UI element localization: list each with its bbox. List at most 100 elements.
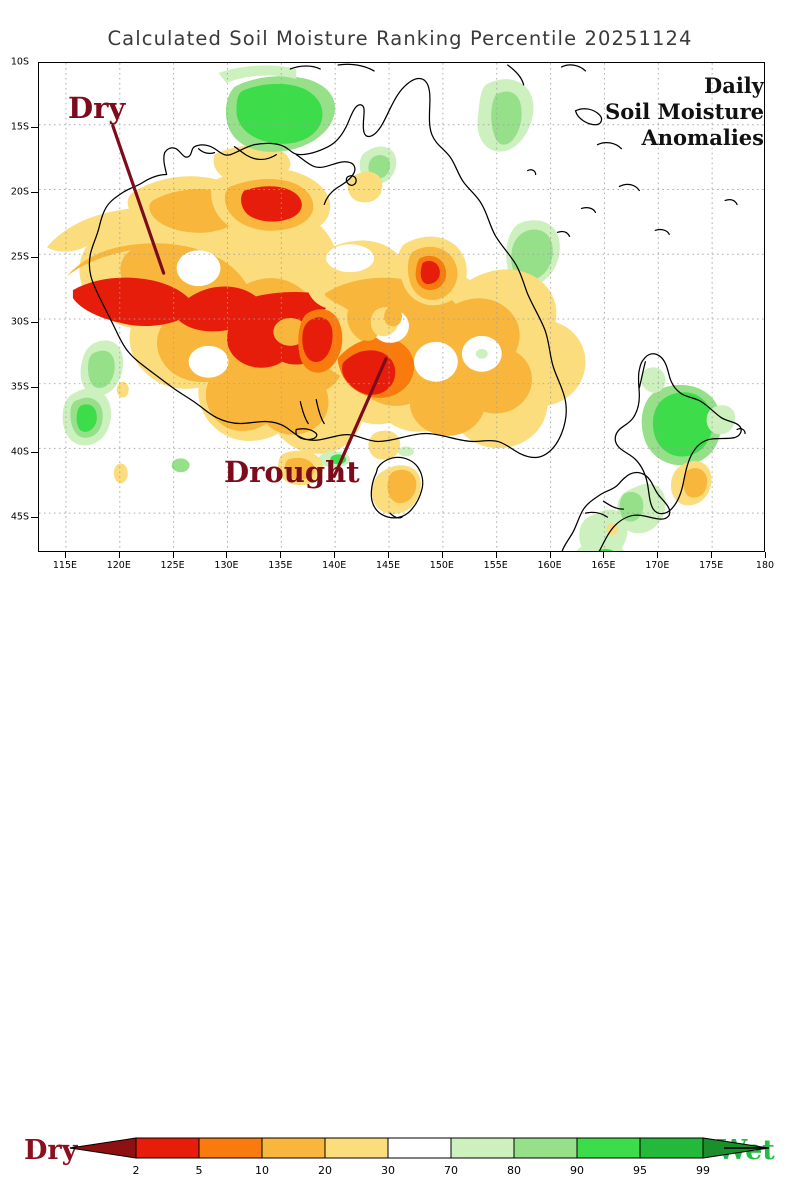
coastline-kimberley-inlet <box>197 148 216 155</box>
contour-sw-green-a-core <box>87 350 115 388</box>
y-tick-mark <box>31 387 38 388</box>
contour-se-red-strip <box>302 317 333 362</box>
colorbar-swatches <box>69 1137 770 1159</box>
x-tick-mark <box>711 552 713 558</box>
x-tick-mark <box>64 552 66 558</box>
coastline-arnhem <box>233 146 277 161</box>
x-tick-label: 155E <box>483 560 508 571</box>
contour-tas-mid <box>387 469 417 504</box>
coastline-nz-south-inner <box>584 511 609 518</box>
x-tick-mark <box>765 552 766 558</box>
coastline-island-a <box>345 175 357 186</box>
colorbar-tick-labels: 2 5 10 20 30 70 80 90 95 99 <box>0 1164 800 1180</box>
contour-wa-band-2-5 <box>72 277 325 368</box>
colorbar-tick-label: 95 <box>633 1164 647 1177</box>
x-tick-mark <box>603 552 605 558</box>
contour-nt-green-inner <box>236 83 323 144</box>
x-tick-label: 165E <box>591 560 616 571</box>
x-tick-label: 145E <box>375 560 401 571</box>
x-tick-label: 170E <box>645 560 670 571</box>
contour-nz-south-green-c-core <box>597 548 614 551</box>
leader-line-drought <box>332 357 388 478</box>
colorbar-tick-label: 30 <box>381 1164 395 1177</box>
x-tick-label: 130E <box>214 560 239 571</box>
coastline-kangaroo-island <box>295 428 318 441</box>
x-tick-label: 180 <box>755 560 775 571</box>
colorbar-segment <box>387 1137 452 1159</box>
x-tick-label: 140E <box>322 560 347 571</box>
x-tick-mark <box>388 552 390 558</box>
coastline-island-e <box>580 207 597 214</box>
corner-caption-line-2: Soil Moisture <box>605 99 764 124</box>
x-tick-label: 135E <box>268 560 293 571</box>
leader-line-dry <box>111 124 166 275</box>
contour-nt-red <box>241 186 302 222</box>
y-tick-mark <box>31 322 38 323</box>
contour-nz-east-orange <box>683 468 708 498</box>
coastlines <box>88 63 746 551</box>
x-tick-mark <box>226 552 228 558</box>
y-tick-label: 10S <box>10 56 29 68</box>
coastline-carpentaria <box>295 154 356 206</box>
y-tick-mark <box>31 127 38 128</box>
coastline-island-c <box>596 141 623 150</box>
colorbar-segment <box>261 1137 326 1159</box>
contour-qld-pocket-red <box>420 260 440 285</box>
corner-caption-line-1: Daily <box>704 73 764 98</box>
coastline-timor <box>289 65 321 70</box>
contour-cape-york-green-inner <box>491 91 522 145</box>
x-tick-mark <box>657 552 659 558</box>
coastline-png-east <box>507 64 525 86</box>
contour-fills <box>46 65 736 551</box>
colorbar-low-arrow <box>69 1137 137 1159</box>
map-plot-area <box>38 62 765 552</box>
annotation-leaders <box>111 124 388 478</box>
colorbar-segment <box>324 1137 389 1159</box>
contour-nz-south-green-c-outer <box>576 539 624 551</box>
annotation-drought: Drought <box>224 455 360 489</box>
colorbar-tick-label: 20 <box>318 1164 332 1177</box>
contour-nz-north-tip-green <box>640 367 666 393</box>
contour-east-hole-e <box>326 244 375 273</box>
coastline-nz-cook-strait <box>602 500 625 510</box>
coastline-nz-south-island <box>561 471 671 551</box>
colorbar-segment <box>513 1137 578 1159</box>
coastline-island-h <box>724 199 738 206</box>
contour-nz-north-green-core <box>652 392 713 457</box>
colorbar-tick-label: 70 <box>444 1164 458 1177</box>
coastline-island-g <box>556 230 571 237</box>
coastline-st-vincent-gulf <box>315 398 325 425</box>
coastline-png <box>337 63 375 72</box>
contour-east-hole-a <box>413 341 458 382</box>
x-tick-label: 150E <box>429 560 454 571</box>
coastline-island-f <box>654 228 670 235</box>
page-title: Calculated Soil Moisture Ranking Percent… <box>107 27 693 50</box>
contour-nz-south-green-core <box>619 491 644 522</box>
colorbar-segment <box>198 1137 263 1159</box>
map-canvas <box>39 63 764 551</box>
contour-nt-green-fringe <box>218 65 297 83</box>
coastline-new-caledonia <box>574 108 603 126</box>
contour-se-drought-red-core <box>342 350 396 395</box>
contour-nz-north-green-east <box>706 405 736 435</box>
y-tick-label: 45S <box>10 511 29 523</box>
x-tick-mark <box>495 552 497 558</box>
x-tick-mark <box>549 552 551 558</box>
contour-se-green-dot-a <box>398 446 414 457</box>
x-tick-mark <box>118 552 120 558</box>
x-tick-label: 125E <box>160 560 185 571</box>
coastline-nz-north-island <box>614 353 742 515</box>
contour-s-green-small <box>171 458 190 473</box>
contour-sw-small-yellow <box>116 381 129 398</box>
y-tick-mark <box>31 257 38 258</box>
contour-vic-yellow <box>368 430 401 460</box>
corner-caption: Daily Soil Moisture Anomalies <box>605 73 764 151</box>
colorbar-segment <box>639 1137 704 1159</box>
colorbar-tick-label: 99 <box>696 1164 710 1177</box>
soil-moisture-map-page: Calculated Soil Moisture Ranking Percent… <box>10 27 775 1177</box>
y-tick-label: 15S <box>10 121 29 133</box>
colorbar-tick-label: 90 <box>570 1164 584 1177</box>
colorbar-tick-label: 5 <box>195 1164 203 1177</box>
contour-south-coast-orange <box>284 457 315 480</box>
colorbar-segment <box>135 1137 200 1159</box>
